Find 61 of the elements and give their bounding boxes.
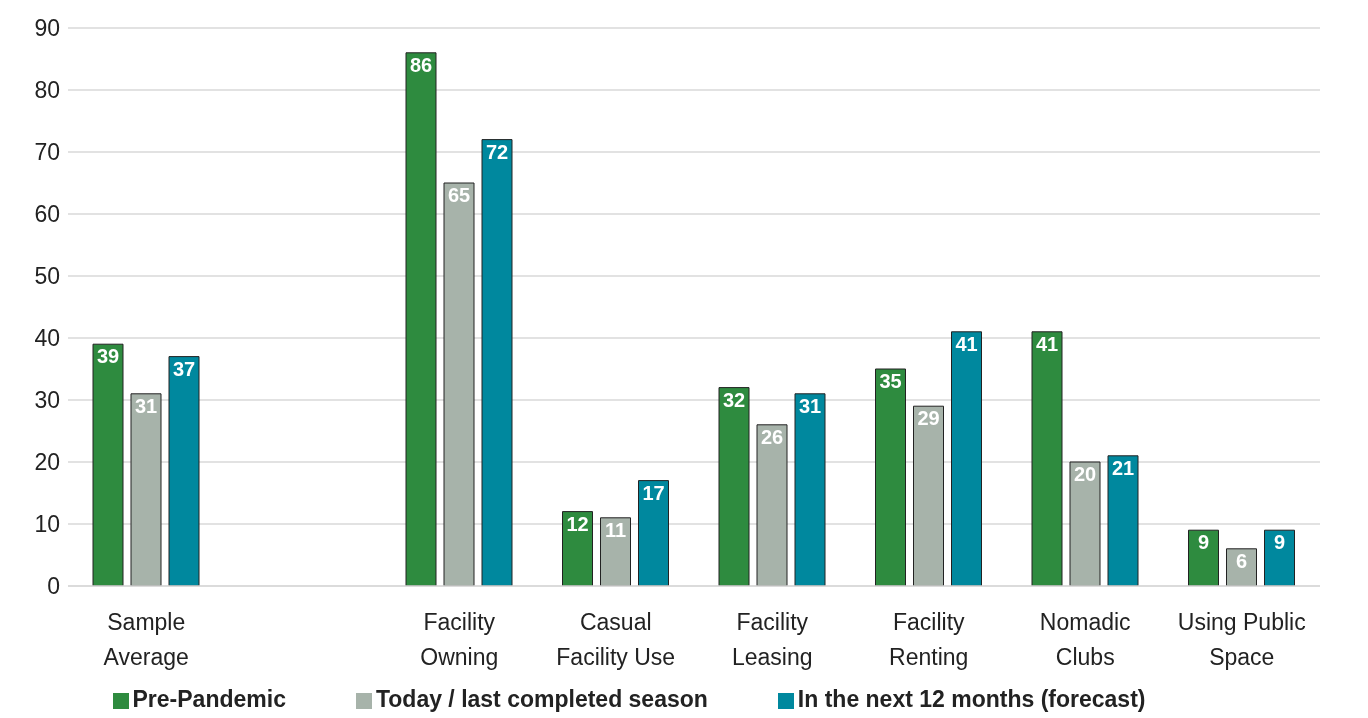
data-label: 9	[1273, 531, 1286, 554]
legend-label: In the next 12 months (forecast)	[797, 686, 1146, 712]
bar	[92, 343, 124, 586]
data-label: 26	[760, 426, 784, 448]
data-label: 65	[447, 184, 471, 207]
bar	[600, 517, 631, 586]
y-tick-label: 90	[34, 15, 60, 42]
x-tick-label: Nomadic Clubs	[1039, 609, 1131, 671]
y-tick-label: 0	[47, 573, 60, 600]
x-tick-label: Using Public Space	[1177, 609, 1306, 671]
data-label: 41	[1035, 333, 1059, 355]
legend-label: Pre-Pandemic	[132, 686, 286, 712]
x-tick-label: Facility Renting	[889, 609, 969, 671]
x-tick-label: Facility Owning	[420, 609, 499, 671]
legend-label: Today / last completed season	[375, 686, 708, 712]
data-label: 72	[485, 140, 509, 163]
data-label: 20	[1073, 463, 1097, 486]
data-label: 31	[134, 395, 158, 417]
y-tick-label: 70	[34, 139, 60, 166]
bar	[481, 139, 513, 586]
bar	[638, 480, 669, 586]
bar	[1264, 529, 1295, 586]
y-tick-label: 50	[34, 263, 60, 290]
bar	[1069, 461, 1101, 586]
data-label: 86	[409, 54, 433, 76]
bar	[756, 424, 788, 586]
bar	[562, 511, 593, 586]
data-label: 39	[96, 345, 120, 368]
y-tick-label: 10	[34, 511, 60, 538]
bar	[951, 331, 982, 586]
bar	[1107, 455, 1139, 586]
data-label: 29	[917, 407, 940, 430]
bar	[875, 368, 906, 586]
bar	[130, 393, 162, 586]
data-label: 9	[1197, 531, 1210, 554]
data-label: 41	[955, 333, 978, 355]
y-tick-label: 80	[34, 77, 60, 104]
data-label: 6	[1235, 550, 1248, 572]
bar	[1188, 529, 1219, 586]
data-label: 31	[798, 395, 822, 417]
x-tick-label: Facility Leasing	[731, 609, 813, 671]
y-tick-label: 40	[34, 325, 60, 352]
bar	[1031, 331, 1063, 586]
bar	[718, 387, 750, 586]
y-tick-label: 60	[34, 201, 60, 228]
x-tick-label: Casual Facility Use	[556, 609, 676, 671]
x-tick-label: Sample Average	[103, 609, 189, 671]
data-label: 37	[172, 357, 196, 380]
data-label: 32	[722, 388, 746, 411]
bar	[913, 405, 944, 586]
data-label: 21	[1111, 457, 1135, 479]
y-tick-label: 30	[34, 387, 60, 414]
data-label: 12	[566, 512, 589, 535]
data-label: 17	[642, 481, 665, 504]
bar	[168, 356, 200, 586]
bar	[405, 52, 437, 586]
bar	[443, 182, 475, 586]
data-label: 11	[604, 519, 627, 541]
bar	[794, 393, 826, 586]
y-tick-label: 20	[34, 449, 60, 476]
data-label: 35	[879, 370, 902, 393]
